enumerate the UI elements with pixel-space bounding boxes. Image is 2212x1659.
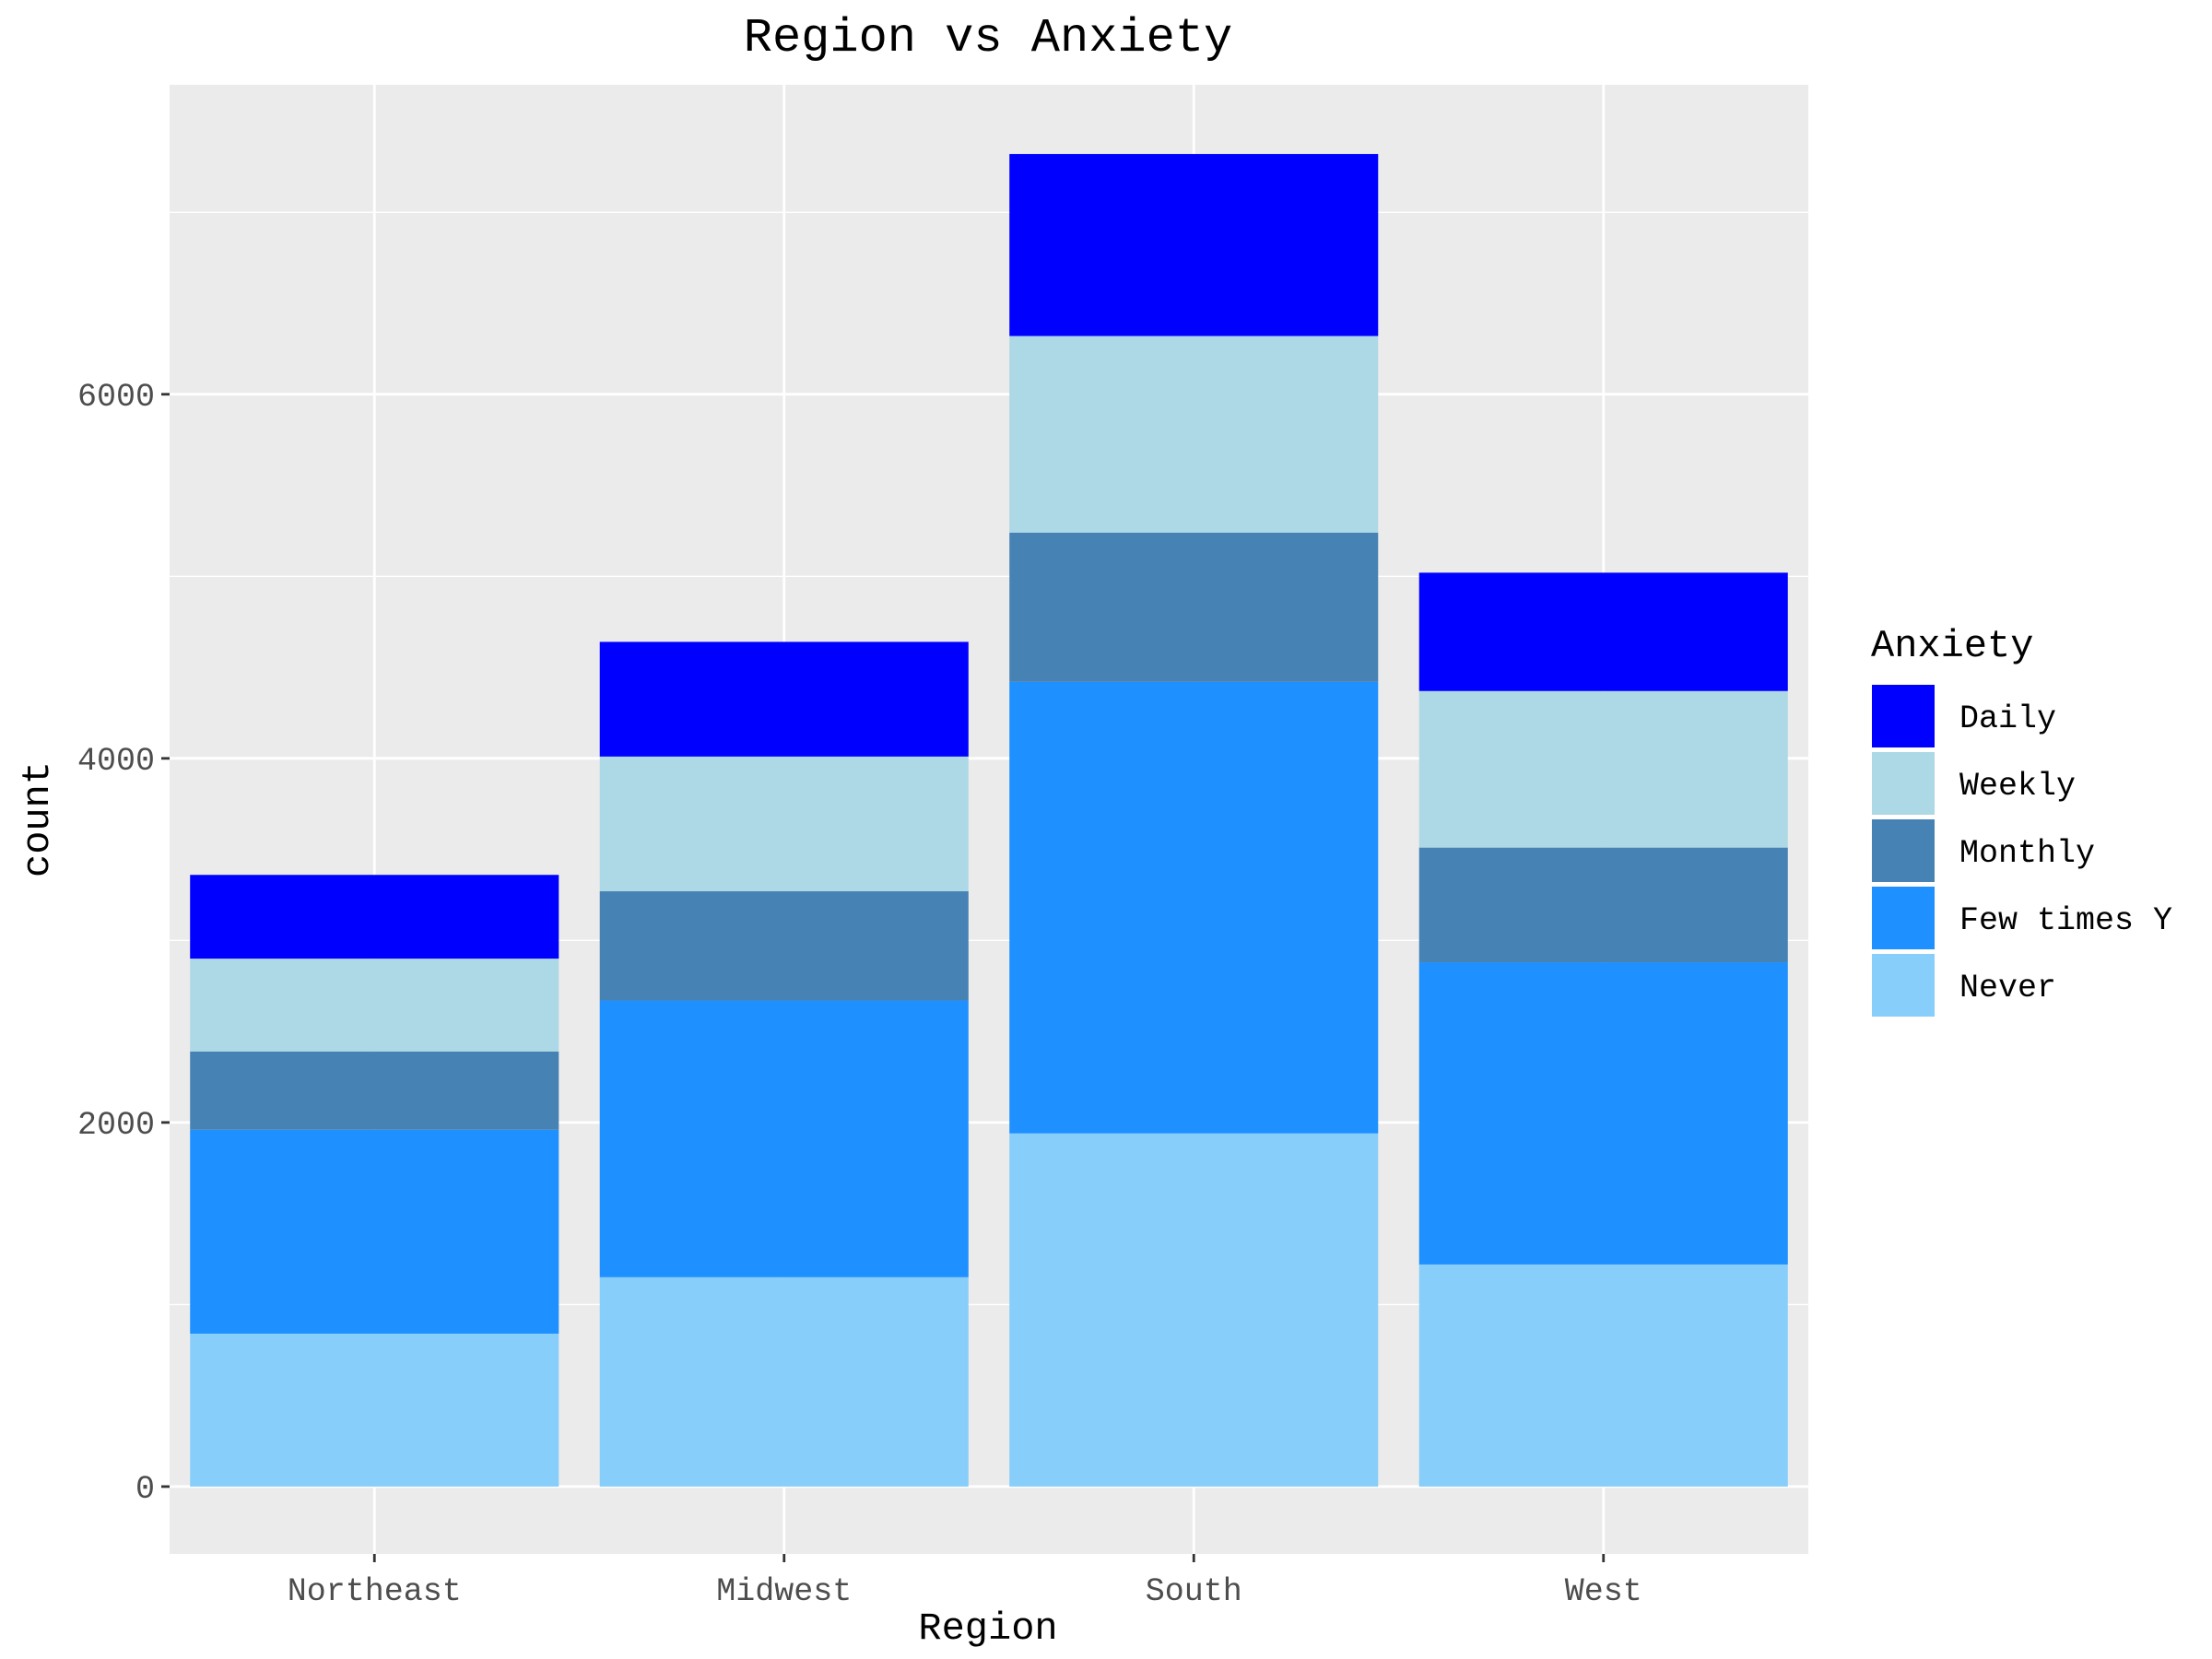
x-tick-label: South: [1146, 1573, 1242, 1610]
bar-segment-midwest-never: [599, 1277, 969, 1487]
legend: Anxiety Daily Weekly Monthly Few times Y Nev…: [1870, 624, 2172, 1018]
bar-segment-west-few-times-y: [1418, 962, 1788, 1265]
y-tick-label: 0: [135, 1471, 155, 1508]
x-tick-label: Midwest: [716, 1573, 852, 1610]
bar-segment-west-never: [1418, 1264, 1788, 1487]
bar-segment-midwest-few-times-y: [599, 1000, 969, 1277]
bar-segment-south-never: [1009, 1133, 1379, 1487]
legend-label-weekly: Weekly: [1959, 768, 2076, 805]
y-axis: 0 2000 4000 6000: [77, 379, 170, 1508]
x-tick-label: Northeast: [288, 1573, 462, 1610]
legend-key-weekly: [1870, 750, 1936, 817]
legend-key-never: [1870, 952, 1936, 1018]
bar-segment-northeast-never: [190, 1333, 559, 1487]
legend-label-never: Never: [1959, 970, 2056, 1006]
bar-segment-south-monthly: [1009, 532, 1379, 682]
bar-segment-northeast-weekly: [190, 959, 559, 1052]
x-tick-label: West: [1565, 1573, 1642, 1610]
y-tick-label: 6000: [77, 379, 155, 416]
legend-key-daily: [1870, 683, 1936, 749]
legend-label-monthly: Monthly: [1959, 835, 2095, 872]
legend-key-monthly: [1870, 818, 1936, 884]
y-axis-title: count: [16, 761, 60, 877]
bars: [190, 154, 1788, 1487]
chart-title: Region vs Anxiety: [744, 11, 1233, 65]
y-tick-label: 2000: [77, 1107, 155, 1144]
bar-segment-south-weekly: [1009, 335, 1379, 533]
bar-segment-midwest-daily: [599, 641, 969, 757]
x-axis-title: Region: [918, 1606, 1057, 1651]
bar-segment-northeast-daily: [190, 875, 559, 959]
bar-segment-west-weekly: [1418, 690, 1788, 848]
legend-label-few-times-y: Few times Y: [1959, 902, 2172, 939]
bar-segment-south-daily: [1009, 154, 1379, 336]
legend-title: Anxiety: [1871, 624, 2033, 668]
bar-segment-midwest-weekly: [599, 756, 969, 892]
bar-segment-midwest-monthly: [599, 891, 969, 1001]
x-axis: Northeast Midwest South West: [288, 1554, 1642, 1610]
legend-key-few-times-y: [1870, 885, 1936, 951]
bar-segment-northeast-monthly: [190, 1051, 559, 1130]
y-tick-label: 4000: [77, 743, 155, 780]
bar-segment-west-monthly: [1418, 847, 1788, 963]
bar-segment-south-few-times-y: [1009, 681, 1379, 1134]
bar-segment-west-daily: [1418, 572, 1788, 691]
legend-label-daily: Daily: [1959, 700, 2056, 737]
bar-segment-northeast-few-times-y: [190, 1129, 559, 1334]
